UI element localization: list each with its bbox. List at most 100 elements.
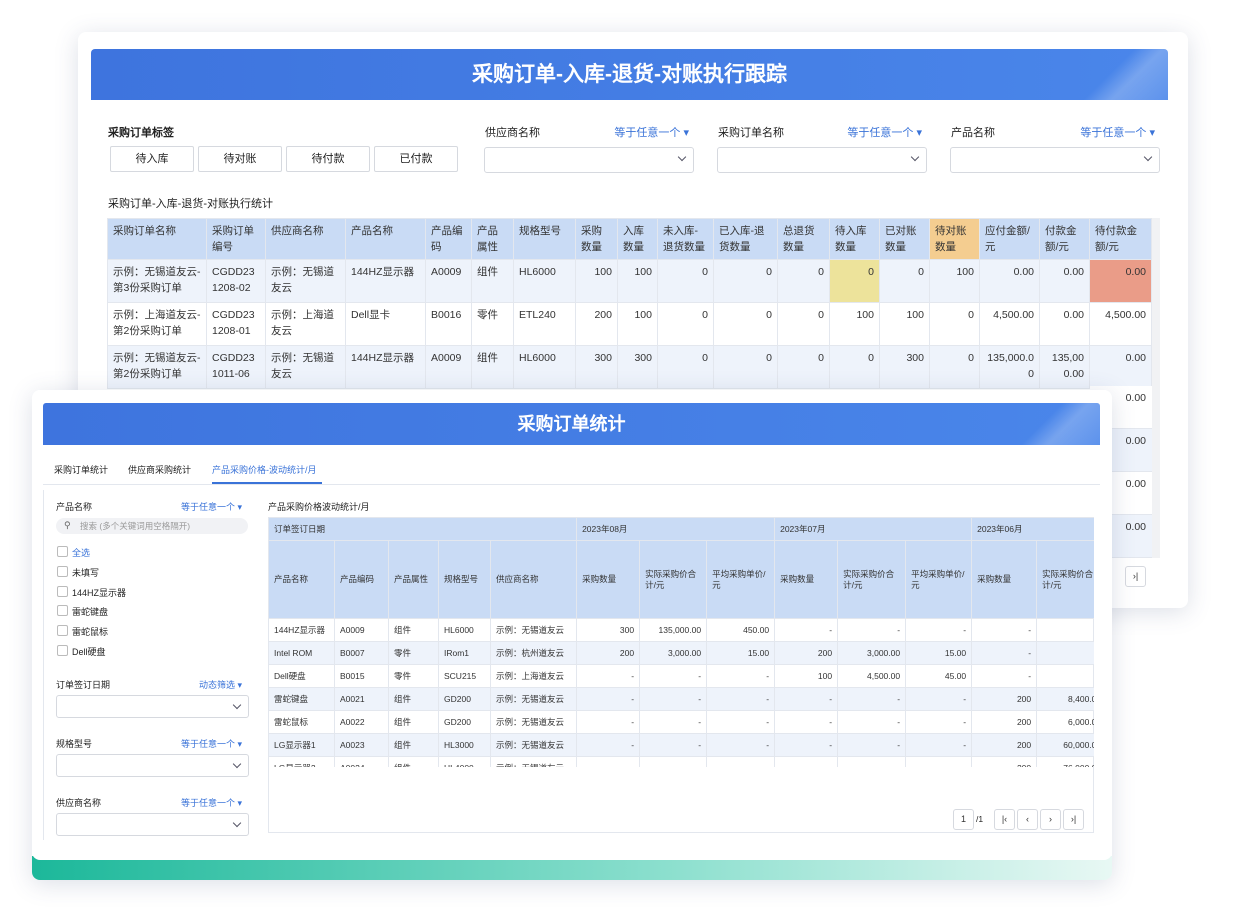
tag-button[interactable]: 待对账 [198,146,282,172]
column-header: 产品属性 [388,540,439,619]
table-cell: 15.00 [905,641,973,665]
table-cell: - [971,618,1038,642]
table-cell: A0009 [334,618,389,642]
table-cell: 100 [617,302,658,346]
filter-label: 订单签订日期 [56,680,111,690]
table-cell: 0 [777,345,830,389]
table-cell: 零件 [388,664,439,688]
filter-label: 供应商名称 [56,798,102,808]
page-input: 1 [953,809,974,830]
filter-select[interactable] [950,147,1160,173]
search-icon: ⚲ [64,520,71,530]
filter-select[interactable] [56,695,249,718]
column-header: 入库数量 [617,218,658,260]
table-cell: HL6000 [438,618,491,642]
checkbox-option[interactable]: 雷蛇键盘 [57,605,108,618]
table-cell: 200 [774,641,839,665]
table-cell: 135,000.00 [1039,345,1090,389]
checkbox-option[interactable]: 144HZ显示器 [57,585,126,599]
filter-select[interactable] [717,147,927,173]
table-cell: 0 [657,259,714,303]
table-cell: - [905,687,973,711]
table-cell: 450.00 [706,618,776,642]
table-cell: - [706,687,776,711]
filter-select[interactable] [56,813,249,836]
column-header: 采购数量 [774,540,839,619]
filter-operator: 等于任意一个 ▾ [614,127,689,139]
table-cell: 0 [657,345,714,389]
tab-underline [212,482,322,484]
table-cell: 4,500.00 [1089,302,1152,346]
table-row: Intel ROM B0007 零件 IRom1 示例：杭州道友云 200 3,000.00… [268,641,1094,665]
table-cell: 组件 [471,259,514,303]
table-cell: 100 [879,302,930,346]
table-cell: LG显示器2 [268,756,335,767]
filter-operator: 动态筛选 ▾ [198,680,242,690]
table-cell: 0 [829,259,880,303]
table-cell: 200 [576,641,641,665]
tracking-table: 采购订单名称 采购订单编号 供应商名称 产品名称 产品编码 产品属性 规格型号 采购数量 入库数… [107,218,1152,389]
table-cell: - [837,756,907,767]
checkbox-option[interactable]: 雷蛇鼠标 [57,625,108,638]
page-button[interactable]: ›| [1063,809,1084,830]
table-cell: 135,000.00 [979,345,1040,389]
table-cell: B0016 [425,302,472,346]
tag-button[interactable]: 待付款 [286,146,370,172]
tab[interactable]: 产品采购价格-波动统计/月 [212,465,317,475]
table-cell: GD200 [438,687,491,711]
panel-title: 采购订单-入库-退货-对账执行跟踪 [472,63,787,86]
column-header: 供应商名称 [489,540,578,619]
filter-select[interactable] [56,754,249,777]
checkbox-option[interactable]: Dell硬盘 [57,645,106,658]
column-header: 平均采购单价/元 [706,540,776,619]
column-header: 采购数量 [971,540,1038,619]
table-cell: - [774,733,839,757]
table-cell: - [774,687,839,711]
checkbox-option[interactable]: 未填写 [57,565,99,579]
page-button[interactable]: ‹ [1017,809,1038,830]
column-header: 产品属性 [471,218,514,260]
table-cell: 200 [971,687,1038,711]
tag-button[interactable]: 待入库 [110,146,194,172]
table-row: 示例：上海道友云-第2份采购订单 CGDD231208-01 示例：上海道友云 Del… [107,302,1152,346]
table-cell: 6,000.00 [1036,710,1094,734]
table-cell: 0 [929,345,980,389]
table-cell: - [837,733,907,757]
column-header: 实际采购价合计/元 [639,540,708,619]
table-cell: 0 [777,302,830,346]
table-cell: 144HZ显示器 [345,345,426,389]
tag-button[interactable]: 已付款 [374,146,458,172]
tab[interactable]: 采购订单统计 [54,465,109,475]
table-cell: - [774,756,839,767]
table-cell: - [639,664,708,688]
table-viewport: 订单签订日期 2023年08月 2023年07月 2023年06月 产品名称 产品编码 产品… [268,517,1094,767]
table-cell: 组件 [388,618,439,642]
table-cell: 雷蛇键盘 [268,687,335,711]
page-button[interactable]: |‹ [994,809,1015,830]
table-cell: 示例：无锡道友云-第3份采购订单 [107,259,207,303]
table-row: Dell硬盘 B0015 零件 SCU215 示例：上海道友云 - - -100 4,500.0… [268,664,1094,688]
column-header: 供应商名称 [265,218,346,260]
table-cell: 示例：无锡道友云 [489,687,578,711]
column-header: 采购订单名称 [107,218,207,260]
tab[interactable]: 供应商采购统计 [128,465,192,475]
table-cell: B0007 [334,641,389,665]
table-cell: 100 [575,259,618,303]
checkbox-option[interactable]: 全选 [57,546,90,559]
table-cell: 100 [617,259,658,303]
page-button[interactable]: › [1040,809,1061,830]
filter-select[interactable] [484,147,694,173]
price-table: 订单签订日期 2023年08月 2023年07月 2023年06月 产品名称 产品编码 产品… [268,517,1094,767]
search-input[interactable]: 搜索 (多个关键词用空格隔开) [56,518,248,534]
table-cell: 示例：杭州道友云 [489,641,578,665]
header-row: 采购订单名称 采购订单编号 供应商名称 产品名称 产品编码 产品属性 规格型号 采购数量 入库数… [107,218,1152,260]
table-cell: 0.00 [1039,302,1090,346]
table-cell: ETL240 [513,302,576,346]
table-cell: 200 [971,733,1038,757]
column-header: 产品名称 [268,540,335,619]
table-cell: 76,000.00 [1036,756,1094,767]
table-cell: - [905,710,973,734]
table-cell: 4,500.00 [837,664,907,688]
table-cell [1036,664,1094,688]
